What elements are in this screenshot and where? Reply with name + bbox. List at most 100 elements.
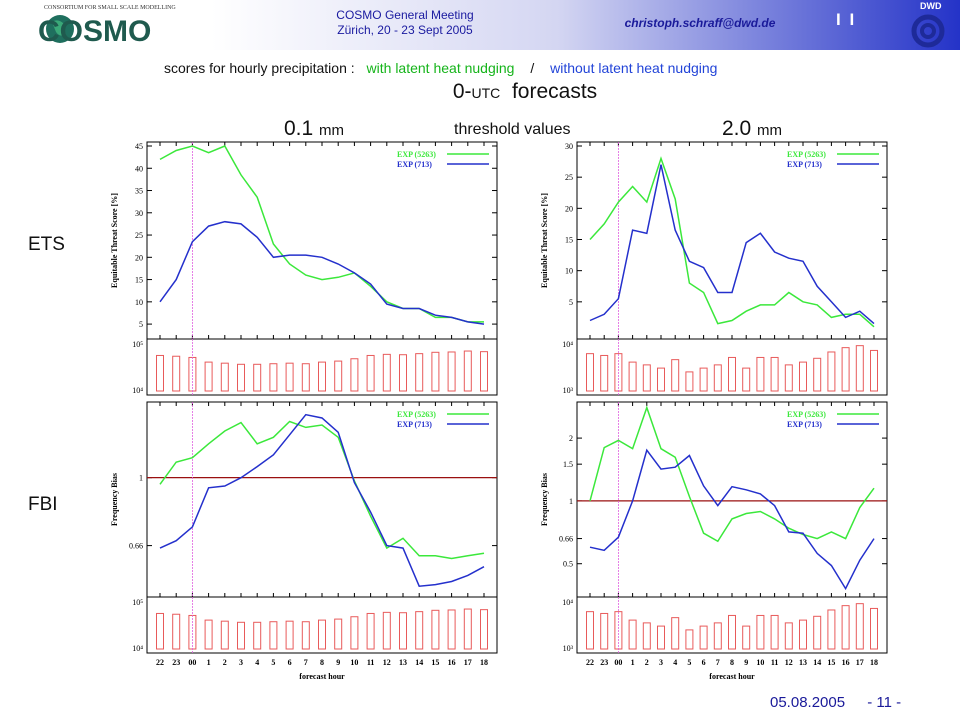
series-line-blue <box>589 448 875 591</box>
count-bar <box>156 612 164 650</box>
count-bar <box>382 611 391 650</box>
x-tick-label: 3 <box>239 658 243 667</box>
x-tick-label: 7 <box>304 658 308 667</box>
x-tick-label: 13 <box>399 658 407 667</box>
y-tick-label: 10⁴ <box>562 598 573 607</box>
count-bar <box>220 620 229 650</box>
y-tick-label: 10³ <box>563 386 574 395</box>
count-bar <box>447 609 456 650</box>
x-tick-label: 6 <box>702 658 706 667</box>
count-bar <box>657 367 665 392</box>
count-bar <box>600 354 609 392</box>
x-tick-label: 10 <box>350 658 358 667</box>
count-bar <box>399 354 407 392</box>
y-tick-label: 10 <box>135 298 143 307</box>
y-tick-label: 25 <box>565 173 573 182</box>
x-tick-label: 9 <box>336 658 340 667</box>
x-tick-label: 18 <box>870 658 878 667</box>
legend-label: EXP (713) <box>787 420 822 429</box>
dwd-swirl-icon <box>911 14 945 48</box>
count-bar <box>784 622 793 650</box>
cosmo-logo-tagline: CONSORTIUM FOR SMALL SCALE MODELLING <box>44 5 176 11</box>
legend-label: EXP (5263) <box>787 410 826 419</box>
count-bar <box>586 611 594 650</box>
count-bar <box>713 622 722 650</box>
cosmo-logo: CONSORTIUM FOR SMALL SCALE MODELLING COS… <box>38 5 176 48</box>
y-tick-label: 5 <box>139 320 143 329</box>
count-bar <box>301 621 310 650</box>
x-tick-label: 16 <box>842 658 850 667</box>
count-bar <box>431 609 440 650</box>
count-bar <box>399 612 407 650</box>
count-bar <box>841 605 850 650</box>
meeting-place: Zürich, 20 - 23 Sept 2005 <box>337 23 473 37</box>
x-tick-label: 22 <box>156 658 164 667</box>
forecast-title-pre: 0- <box>452 80 472 103</box>
chart-fbi_01: 0.66 1 EXP (5263)EXP (713) Frequency Bias <box>110 401 498 598</box>
threshold-left-value: 0.1 <box>284 117 314 140</box>
legend-label: EXP (713) <box>397 420 432 429</box>
count-bar <box>382 353 391 392</box>
y-axis-title: Frequency Bias <box>110 473 119 526</box>
series-line-green <box>159 145 484 323</box>
legend-label: EXP (5263) <box>787 150 826 159</box>
threshold-right-unit: mm <box>757 122 783 139</box>
forecast-title: 0-UTC forecasts <box>400 80 650 104</box>
legend-label: EXP (5263) <box>397 150 436 159</box>
x-tick-label: 5 <box>687 658 691 667</box>
count-bar <box>827 609 836 650</box>
threshold-left-unit: mm <box>319 122 345 139</box>
y-axis-title: Frequency Bias <box>540 473 549 526</box>
count-bar <box>334 618 343 650</box>
y-tick-label: 0.66 <box>129 542 143 551</box>
count-bar <box>156 354 164 392</box>
threshold-right: 2.0 mm <box>722 117 782 141</box>
footer-page: - 11 - <box>867 694 902 711</box>
y-axis-title: Equitable Threat Score [%] <box>110 193 119 288</box>
x-tick-label: 17 <box>464 658 472 667</box>
count-bar <box>301 363 310 392</box>
chart-subtitle: scores for hourly precipitation : with l… <box>164 60 944 76</box>
y-tick-label: 10⁴ <box>132 386 143 395</box>
y-tick-label: 10³ <box>563 644 574 653</box>
count-bar <box>285 620 294 650</box>
x-tick-label: 13 <box>799 658 807 667</box>
count-bar <box>628 361 637 392</box>
x-tick-label: 12 <box>383 658 391 667</box>
y-tick-label: 2 <box>569 434 573 443</box>
count-bar <box>699 625 708 650</box>
series-line-green <box>589 156 875 328</box>
plot-frame <box>146 596 498 654</box>
plot-frame <box>146 401 498 598</box>
plot-frame <box>576 401 888 598</box>
count-bar <box>657 625 665 650</box>
x-tick-label: 17 <box>856 658 864 667</box>
count-bar <box>350 616 359 650</box>
y-tick-label: 15 <box>135 276 143 285</box>
count-bar <box>870 349 878 392</box>
legend-label: EXP (5263) <box>397 410 436 419</box>
y-tick-label: 20 <box>565 204 573 213</box>
plot-frame <box>576 338 888 396</box>
count-bar <box>415 611 424 650</box>
count-bar <box>318 619 326 650</box>
count-bar <box>685 629 694 650</box>
count-bar <box>253 621 262 650</box>
cosmo-logo-text: COSMO <box>38 15 151 48</box>
plot-frame <box>146 141 498 340</box>
y-tick-label: 0.5 <box>563 560 573 569</box>
threshold-right-value: 2.0 <box>722 117 752 140</box>
footer-date: 05.08.2005 <box>770 694 846 711</box>
y-tick-label: 1.5 <box>563 460 573 469</box>
count-bar <box>784 364 793 392</box>
x-tick-label: 2 <box>645 658 649 667</box>
x-tick-label: 8 <box>320 658 324 667</box>
y-tick-label: 35 <box>135 187 143 196</box>
count-bar <box>350 358 359 392</box>
count-bar <box>770 614 779 650</box>
count-bar <box>855 345 864 392</box>
count-bar <box>220 362 229 392</box>
